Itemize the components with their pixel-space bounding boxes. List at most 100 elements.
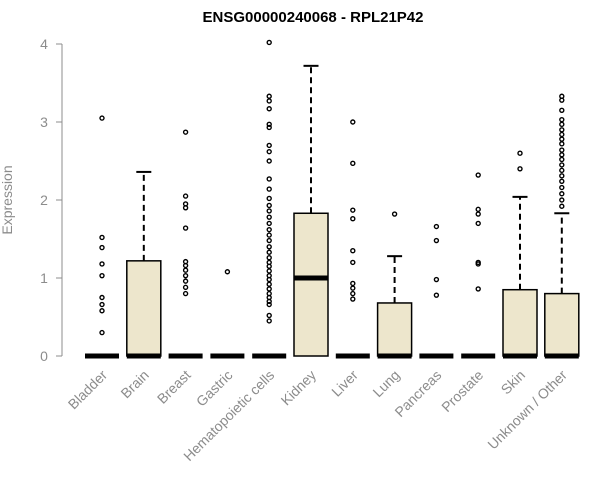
outlier-point <box>559 191 565 197</box>
outlier-point <box>99 272 105 279</box>
outlier-point <box>559 107 565 114</box>
outlier-point <box>99 244 105 251</box>
outlier-point <box>182 272 189 279</box>
outlier-point <box>433 292 440 298</box>
box-liver <box>335 119 370 359</box>
outlier-point <box>559 141 565 147</box>
outlier-point <box>350 247 356 254</box>
box-gastric <box>210 269 245 359</box>
outlier-point <box>475 220 481 227</box>
box-rect <box>502 288 538 357</box>
outlier-point <box>266 281 272 287</box>
x-tick-label: Brain <box>117 367 151 401</box>
box-prostate <box>461 172 496 359</box>
outlier-point <box>559 152 565 158</box>
outlier-point <box>433 276 440 283</box>
outlier-point <box>517 150 523 156</box>
box-hematopoietic-cells <box>252 39 287 359</box>
outlier-point <box>559 116 565 123</box>
outlier-point <box>99 308 105 314</box>
outlier-point <box>559 197 565 203</box>
y-tick-label: 2 <box>40 192 48 208</box>
outlier-point <box>266 98 272 104</box>
outlier-point <box>182 129 189 135</box>
outlier-point <box>266 237 272 244</box>
outlier-point <box>517 166 523 172</box>
outlier-point <box>266 208 272 214</box>
outlier-point <box>266 106 272 112</box>
box-kidney <box>293 64 329 357</box>
outlier-point <box>559 162 565 168</box>
x-tick-label: Liver <box>328 367 361 400</box>
outlier-point <box>266 176 272 182</box>
outlier-point <box>350 296 356 302</box>
outlier-point <box>266 244 272 250</box>
outlier-point <box>433 223 440 230</box>
outlier-point <box>266 259 272 266</box>
outlier-point <box>182 290 189 297</box>
y-tick-label: 4 <box>40 36 48 52</box>
outlier-point <box>559 178 565 184</box>
x-tick-label: Skin <box>498 367 529 398</box>
box-lung <box>376 211 413 359</box>
x-tick-label: Prostate <box>438 367 486 415</box>
outlier-point <box>266 272 272 279</box>
x-tick-label: Breast <box>154 367 194 407</box>
outlier-point <box>559 156 565 163</box>
y-tick-label: 1 <box>40 270 48 286</box>
y-axis-label: Expression <box>0 165 15 234</box>
outlier-point <box>266 232 272 238</box>
outlier-point <box>559 136 565 142</box>
outlier-point <box>266 318 272 324</box>
box-brain <box>126 170 162 359</box>
outlier-point <box>350 259 356 266</box>
outlier-point <box>266 249 272 255</box>
box-unknown-other <box>544 93 580 359</box>
outlier-point <box>182 258 189 265</box>
outlier-point <box>99 294 105 301</box>
chart-title: ENSG00000240068 - RPL21P42 <box>203 9 424 26</box>
outlier-point <box>559 184 565 191</box>
outlier-point <box>559 147 565 153</box>
outlier-point <box>99 329 105 336</box>
outlier-point <box>350 290 356 297</box>
outlier-point <box>266 158 272 164</box>
y-tick-label: 0 <box>40 348 48 364</box>
outlier-point <box>559 121 565 128</box>
outlier-point <box>475 259 481 266</box>
outlier-point <box>266 226 272 233</box>
box-rect <box>293 212 329 357</box>
outlier-point <box>224 269 231 275</box>
outlier-point <box>350 216 356 222</box>
outlier-point <box>266 93 272 99</box>
x-tick-label: Unknown / Other <box>484 367 570 453</box>
x-tick-label: Lung <box>369 367 402 400</box>
outlier-point <box>266 220 272 227</box>
outlier-point <box>475 286 481 292</box>
outlier-point <box>266 202 272 209</box>
outlier-point <box>182 225 189 231</box>
x-tick-label: Kidney <box>278 367 320 409</box>
box-rect <box>126 260 162 357</box>
outlier-point <box>266 124 272 131</box>
outlier-point <box>433 237 440 244</box>
box-rect <box>544 292 580 357</box>
outlier-point <box>350 285 356 291</box>
outlier-point <box>475 172 481 178</box>
outlier-point <box>266 186 272 192</box>
outlier-point <box>182 201 189 207</box>
y-tick-label: 3 <box>40 114 48 130</box>
outlier-point <box>266 39 272 46</box>
outlier-point <box>559 93 565 99</box>
outlier-point <box>99 261 105 267</box>
outlier-point <box>559 131 565 138</box>
outlier-point <box>99 115 105 121</box>
outlier-point <box>266 268 272 274</box>
outlier-point <box>182 278 189 284</box>
outlier-point <box>266 301 272 308</box>
box-breast <box>168 129 203 359</box>
outlier-point <box>266 195 272 202</box>
outlier-point <box>475 211 481 217</box>
outlier-point <box>99 301 105 308</box>
outlier-point <box>266 121 272 128</box>
